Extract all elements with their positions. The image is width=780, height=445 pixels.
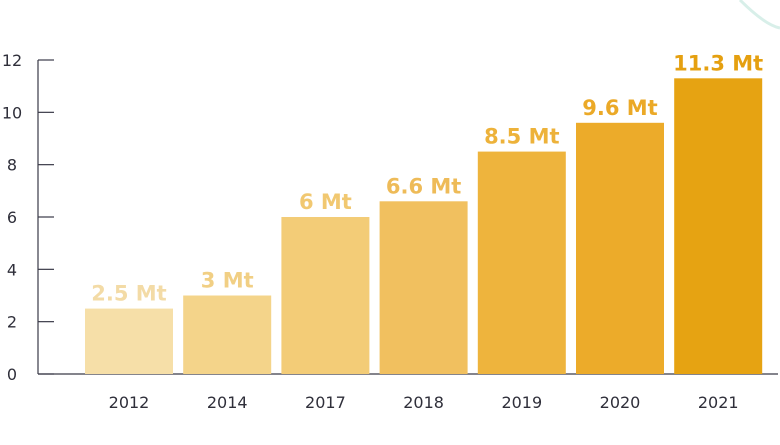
y-tick-label: 10: [2, 103, 22, 122]
y-tick-label: 0: [7, 365, 17, 384]
bar-2020: [576, 122, 664, 374]
x-category-label: 2019: [501, 393, 542, 412]
bar-2012: [85, 308, 173, 374]
y-tick-label: 6: [7, 208, 17, 227]
bar-2021: [674, 78, 763, 375]
bar-2017: [281, 217, 370, 374]
bar-2018: [379, 201, 468, 374]
bar-2014: [183, 295, 272, 374]
x-category-label: 2018: [403, 393, 444, 412]
x-category-label: 2012: [109, 393, 150, 412]
y-tick-label: 12: [2, 51, 22, 70]
chart-data-labels: 2.5 Mt 3 Mt 6 Mt 6.6 Mt 8.5 Mt 9.6 Mt 11.3 Mt: [91, 51, 763, 305]
data-label-2018: 6.6 Mt: [386, 174, 461, 198]
y-tick-label: 2: [7, 313, 17, 332]
data-label-2017: 6 Mt: [299, 190, 352, 214]
y-tick-label: 8: [7, 156, 17, 175]
chart-bars: [85, 78, 763, 375]
data-label-2020: 9.6 Mt: [582, 96, 657, 120]
data-label-2012: 2.5 Mt: [91, 282, 166, 306]
x-category-label: 2014: [207, 393, 248, 412]
chart-category-labels: 2012 2014 2017 2018 2019 2020 2021: [109, 393, 739, 412]
data-label-2021: 11.3 Mt: [673, 51, 763, 75]
x-category-label: 2017: [305, 393, 346, 412]
corner-decoration: [738, 0, 780, 30]
x-category-label: 2021: [698, 393, 739, 412]
x-category-label: 2020: [600, 393, 641, 412]
data-label-2019: 8.5 Mt: [484, 125, 559, 149]
data-label-2014: 3 Mt: [201, 269, 254, 293]
y-tick-label: 4: [7, 260, 17, 279]
bar-2019: [477, 151, 566, 374]
